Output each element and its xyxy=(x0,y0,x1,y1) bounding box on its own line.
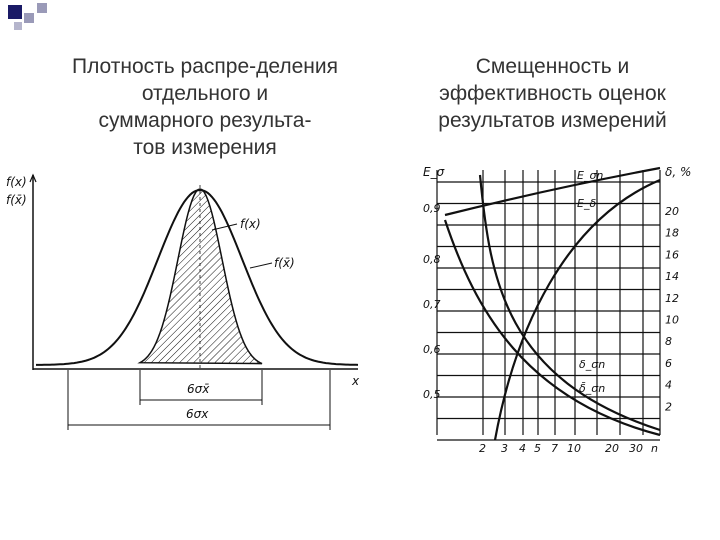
right-title-line: результатов измерений xyxy=(438,109,667,132)
curve-label-e-sigma-n: E_σn xyxy=(577,169,603,182)
left-title-line: суммарного результа- xyxy=(98,109,312,132)
right-slide-title: Смещенность и эффективность оценок резул… xyxy=(400,53,705,134)
left-title-line: Плотность распре-деления xyxy=(71,55,339,78)
bottom-tick-label: 3 xyxy=(501,442,508,455)
curve-label-fxbar: f(x̄) xyxy=(274,256,295,270)
curve-label-delta-bar-sigma-n: δ̄_σn xyxy=(579,382,605,395)
bottom-tick-label: 2 xyxy=(479,442,486,455)
left-tick-label: 0,6 xyxy=(423,343,441,356)
left-tick-label: 0,8 xyxy=(423,253,441,266)
right-tick-label: 10 xyxy=(665,314,679,327)
y-label-fxbar: f(x̄) xyxy=(6,193,27,207)
bottom-tick-label: 20 xyxy=(605,442,619,455)
right-tick-label: 2 xyxy=(665,400,672,413)
curve-label-fx: f(x) xyxy=(240,217,261,231)
curve-label-delta-sigma-n: δ_σn xyxy=(579,358,605,371)
left-slide-title: Плотность распре-деления отдельного и су… xyxy=(20,53,390,161)
bottom-tick-label: 7 xyxy=(551,442,558,455)
density-distribution-figure: f(x) f(x̄) f(x) f(x̄) x 6σx̄ 6σx xyxy=(6,173,360,430)
narrow-distribution-curve xyxy=(137,188,263,365)
curve-e-delta xyxy=(493,178,661,441)
x-axis-label: x xyxy=(351,374,360,388)
left-title-line: тов измерения xyxy=(133,136,277,159)
y-label-fx: f(x) xyxy=(6,175,27,189)
left-axis-title: E_σ xyxy=(423,165,445,179)
decorative-squares xyxy=(8,3,47,30)
right-tick-label: 20 xyxy=(665,205,679,218)
right-tick-label: 14 xyxy=(665,270,679,283)
bottom-tick-label: 30 xyxy=(629,442,643,455)
left-tick-label: 0,9 xyxy=(423,202,441,215)
right-tick-label: 18 xyxy=(665,227,679,240)
dimension-label-narrow: 6σx̄ xyxy=(187,382,210,396)
curve-e-sigma-n xyxy=(444,166,661,217)
right-title-line: эффективность оценок xyxy=(439,82,666,105)
right-tick-label: 6 xyxy=(665,357,672,370)
right-title-line: Смещенность и xyxy=(475,55,630,78)
left-title-line: отдельного и xyxy=(141,82,269,105)
right-tick-label: 4 xyxy=(665,379,672,392)
chart-curves xyxy=(443,166,661,441)
bottom-tick-label: n xyxy=(651,442,658,455)
left-tick-label: 0,5 xyxy=(423,388,441,401)
left-tick-label: 0,7 xyxy=(423,298,441,311)
right-axis-title: δ, % xyxy=(665,165,691,179)
bottom-tick-label: 10 xyxy=(567,442,581,455)
chart-grid xyxy=(436,170,661,441)
right-tick-label: 12 xyxy=(665,292,679,305)
wide-distribution-curve xyxy=(36,188,359,366)
dimension-label-wide: 6σx xyxy=(186,407,209,421)
curve-label-e-delta: E_δ xyxy=(577,197,596,210)
right-tick-label: 8 xyxy=(665,335,672,348)
bottom-tick-label: 5 xyxy=(534,442,541,455)
curve-delta-sigma-n xyxy=(478,174,661,432)
bottom-tick-label: 4 xyxy=(519,442,526,455)
curve-delta-bar-sigma-n xyxy=(443,219,661,437)
right-tick-label: 16 xyxy=(665,248,679,261)
